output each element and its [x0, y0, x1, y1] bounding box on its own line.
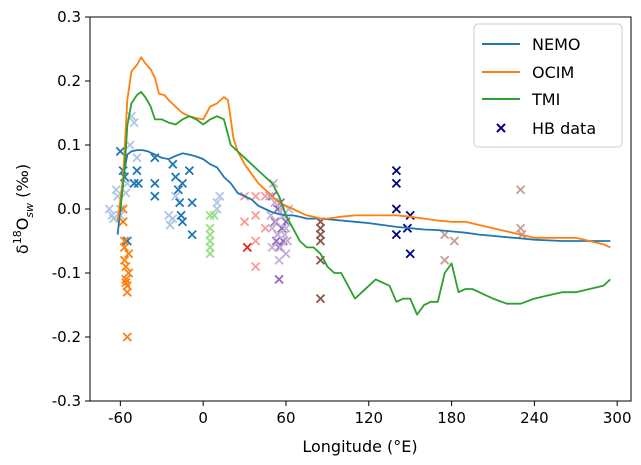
legend: NEMO OCIM TMI HB data: [473, 23, 623, 148]
hb-data-point: [177, 217, 188, 227]
hb-data-point: [391, 178, 402, 189]
lines-layer: [116, 56, 611, 316]
hb-data-point: [391, 204, 402, 214]
y-tick-label: -0.2: [52, 328, 81, 346]
hb-data-point: [274, 274, 284, 285]
x-tick-label: 120: [354, 409, 383, 427]
hb-data-point: [405, 210, 415, 221]
hb-data-point: [133, 178, 143, 189]
hb-data-point: [515, 185, 526, 195]
hb-data-point: [205, 210, 215, 221]
hb-data-point: [122, 332, 132, 342]
hb-data-point: [168, 159, 178, 169]
hb-data-point: [391, 229, 402, 240]
x-tick-label: 180: [437, 409, 466, 427]
hb-data-point: [205, 249, 215, 259]
x-tick-label: -60: [108, 409, 133, 427]
y-label-main: O: [13, 218, 32, 231]
series-line-tmi: [119, 91, 611, 316]
y-tick-label: 0.1: [57, 136, 81, 154]
hb-data-point: [212, 197, 222, 208]
hb-data-point: [250, 191, 261, 201]
x-tick-label: 240: [520, 409, 549, 427]
hb-data-point: [268, 178, 279, 189]
hb-data-point: [440, 229, 450, 240]
hb-data-point: [115, 146, 125, 157]
hb-data-point: [170, 191, 181, 201]
x-tick-label: 0: [198, 409, 208, 427]
y-tick-label: 0.0: [57, 200, 81, 218]
hb-data-point: [124, 268, 134, 278]
hb-data-point: [239, 217, 250, 227]
legend-label-tmi: TMI: [531, 90, 560, 109]
hb-data-point: [129, 117, 139, 128]
hb-data-point: [150, 178, 160, 189]
scatter-layer: [104, 111, 527, 342]
hb-data-point: [119, 242, 130, 253]
y-tick-label: 0.2: [57, 72, 81, 90]
hb-data-point: [405, 249, 415, 259]
hb-data-point: [132, 153, 142, 163]
hb-data-point: [315, 236, 326, 246]
hb-data-point: [165, 220, 175, 230]
hb-data-point: [124, 249, 134, 259]
legend-swatch-hb-data: [496, 123, 506, 133]
hb-data-point: [175, 197, 185, 208]
hb-data-point: [250, 236, 261, 246]
hb-data-point: [122, 236, 132, 246]
hb-data-point: [173, 185, 183, 195]
x-axis-ticks: -60 0 60 120 180 240 300: [108, 401, 632, 427]
y-tick-label: -0.3: [52, 392, 81, 410]
x-axis-label: Longitude (°E): [302, 437, 417, 456]
y-label-superscript: 18: [11, 230, 24, 244]
series-line-ocim: [116, 56, 611, 249]
hb-data-point: [150, 191, 160, 201]
hb-data-point: [184, 165, 195, 176]
hb-data-point: [125, 140, 135, 150]
hb-data-point: [121, 261, 131, 272]
series-line-nemo: [116, 149, 611, 242]
hb-data-point: [108, 213, 119, 224]
hb-data-point: [267, 242, 277, 253]
hb-data-point: [215, 191, 225, 201]
hb-data-point: [315, 293, 326, 304]
hb-data-point: [187, 229, 197, 240]
legend-box: [473, 23, 623, 148]
hb-data-point: [104, 204, 114, 214]
hb-data-point: [177, 178, 188, 189]
hb-data-point: [281, 249, 291, 259]
legend-label-nemo: NEMO: [532, 35, 580, 54]
hb-data-point: [250, 261, 261, 272]
x-tick-label: 300: [603, 409, 632, 427]
y-axis-ticks: -0.3 -0.2 -0.1 0.0 0.1 0.2 0.3: [52, 8, 90, 410]
y-axis-label: δ18Osw (‰): [11, 164, 36, 254]
hb-data-point: [281, 223, 291, 233]
x-tick-label: 60: [276, 409, 295, 427]
y-tick-label: -0.1: [52, 264, 81, 282]
hb-data-point: [129, 178, 139, 189]
hb-data-point: [122, 281, 132, 291]
y-label-unit: (‰): [13, 164, 32, 203]
hb-data-point: [250, 210, 261, 221]
hb-data-point: [122, 178, 132, 189]
hb-data-point: [168, 213, 178, 224]
legend-label-ocim: OCIM: [532, 63, 574, 82]
y-tick-label: 0.3: [57, 8, 81, 26]
hb-data-point: [242, 242, 252, 253]
hb-data-point: [132, 165, 142, 176]
hb-data-point: [391, 165, 402, 176]
hb-data-point: [282, 236, 292, 246]
hb-data-point: [273, 229, 283, 240]
hb-data-point: [209, 210, 219, 221]
hb-data-point: [449, 236, 459, 246]
hb-data-point: [260, 223, 270, 233]
y-label-subscript: sw: [23, 203, 36, 218]
hb-data-point: [187, 197, 197, 208]
hb-data-point: [118, 217, 128, 227]
y-label-delta: δ: [13, 244, 32, 254]
legend-label-hb-data: HB data: [532, 119, 596, 138]
hb-data-point: [440, 255, 450, 265]
